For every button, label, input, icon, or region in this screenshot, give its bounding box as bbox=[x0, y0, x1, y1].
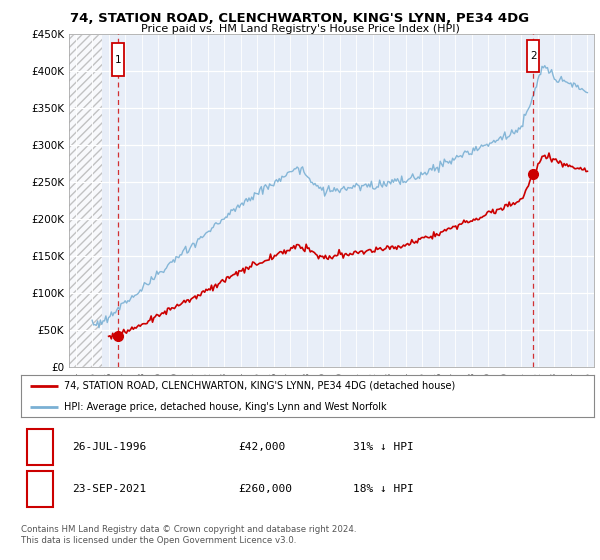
Text: 26-JUL-1996: 26-JUL-1996 bbox=[73, 442, 147, 452]
Text: 74, STATION ROAD, CLENCHWARTON, KING'S LYNN, PE34 4DG (detached house): 74, STATION ROAD, CLENCHWARTON, KING'S L… bbox=[64, 381, 455, 391]
Text: HPI: Average price, detached house, King's Lynn and West Norfolk: HPI: Average price, detached house, King… bbox=[64, 402, 386, 412]
Text: 1: 1 bbox=[115, 54, 121, 64]
Text: 2: 2 bbox=[530, 51, 536, 61]
Text: £42,000: £42,000 bbox=[239, 442, 286, 452]
FancyBboxPatch shape bbox=[527, 40, 539, 72]
FancyBboxPatch shape bbox=[27, 470, 53, 507]
Text: Contains HM Land Registry data © Crown copyright and database right 2024.
This d: Contains HM Land Registry data © Crown c… bbox=[21, 525, 356, 545]
Text: 23-SEP-2021: 23-SEP-2021 bbox=[73, 484, 147, 494]
FancyBboxPatch shape bbox=[27, 429, 53, 465]
FancyBboxPatch shape bbox=[112, 43, 124, 76]
Text: 18% ↓ HPI: 18% ↓ HPI bbox=[353, 484, 414, 494]
Bar bbox=[69, 34, 102, 367]
Text: Price paid vs. HM Land Registry's House Price Index (HPI): Price paid vs. HM Land Registry's House … bbox=[140, 24, 460, 34]
Text: 74, STATION ROAD, CLENCHWARTON, KING'S LYNN, PE34 4DG: 74, STATION ROAD, CLENCHWARTON, KING'S L… bbox=[70, 12, 530, 25]
Text: 1: 1 bbox=[36, 442, 43, 452]
Text: £260,000: £260,000 bbox=[239, 484, 293, 494]
Text: 2: 2 bbox=[36, 484, 43, 494]
Text: 31% ↓ HPI: 31% ↓ HPI bbox=[353, 442, 414, 452]
